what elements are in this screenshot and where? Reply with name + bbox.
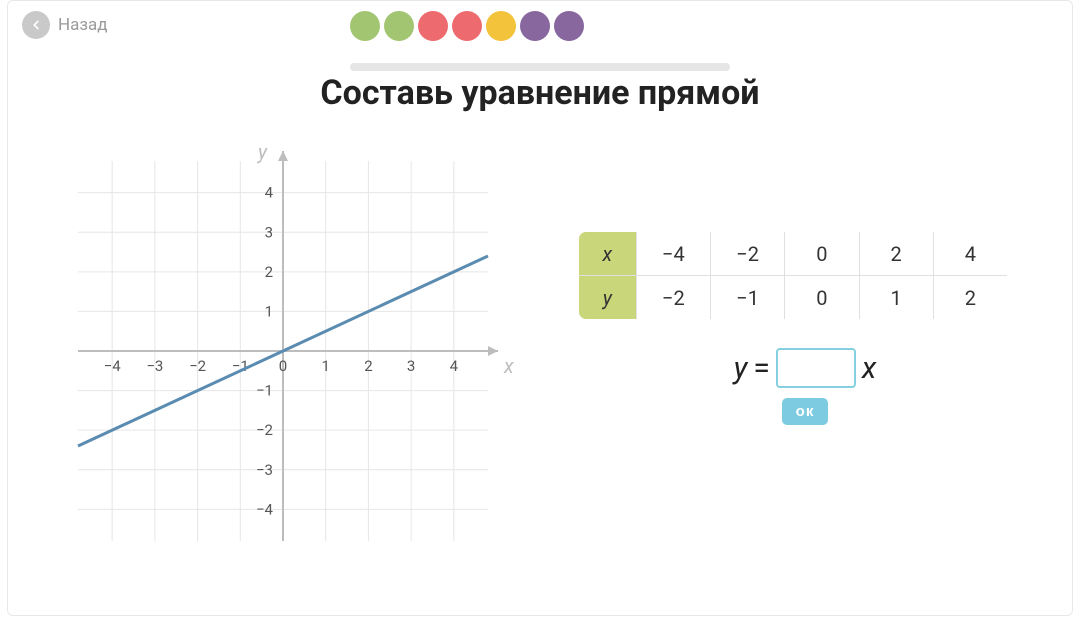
svg-text:−3: −3 [146,357,163,375]
table-cell: 0 [785,232,859,276]
svg-text:x: x [503,354,514,378]
svg-text:−2: −2 [189,357,206,375]
back-label: Назад [58,15,108,35]
table-cell: −4 [636,232,710,276]
page-title: Составь уравнение прямой [8,73,1072,113]
svg-text:y: y [257,140,268,164]
chevron-left-icon [29,18,43,32]
table-cell: −2 [636,276,710,320]
progress-indicator [350,11,730,49]
content-area: −4−3−2−101234−4−3−2−11234xy x −4 −2 0 2 … [8,131,1072,575]
ok-button[interactable]: ок [782,398,829,425]
graph-container: −4−3−2−101234−4−3−2−11234xy [48,131,518,575]
table-cell: 2 [859,232,933,276]
coordinate-graph: −4−3−2−101234−4−3−2−11234xy [48,131,518,571]
svg-text:3: 3 [265,223,273,241]
table-header-x: x [579,232,637,276]
svg-text:2: 2 [364,357,372,375]
table-cell: 0 [785,276,859,320]
svg-text:0: 0 [279,357,287,375]
table-row: y −2 −1 0 1 2 [579,276,1008,320]
table-cell: 1 [859,276,933,320]
progress-dot [520,11,550,41]
svg-text:−2: −2 [256,421,273,439]
top-bar: Назад [8,1,1072,39]
table-cell: 4 [933,232,1007,276]
equation-row: y = x [578,348,1032,388]
svg-text:2: 2 [265,263,273,281]
back-button[interactable] [22,11,50,39]
values-table: x −4 −2 0 2 4 y −2 −1 0 1 2 [578,231,1008,320]
coefficient-input[interactable] [776,348,856,388]
progress-track [350,63,730,71]
table-header-y: y [579,276,637,320]
progress-dot [350,11,380,41]
svg-text:1: 1 [321,357,329,375]
equation-lhs: y [734,351,748,386]
progress-dot [384,11,414,41]
svg-text:1: 1 [265,302,273,320]
answer-pane: x −4 −2 0 2 4 y −2 −1 0 1 2 y = [518,131,1032,575]
table-row: x −4 −2 0 2 4 [579,232,1008,276]
progress-dot [486,11,516,41]
svg-text:4: 4 [265,184,274,202]
svg-text:−4: −4 [104,357,122,375]
submit-row: ок [578,398,1032,425]
progress-dot [452,11,482,41]
equation-equals: = [753,351,769,386]
table-cell: −2 [711,232,785,276]
table-cell: 2 [933,276,1007,320]
svg-text:−1: −1 [256,382,273,400]
table-cell: −1 [711,276,785,320]
progress-dot [418,11,448,41]
progress-dot [554,11,584,41]
svg-text:4: 4 [450,357,459,375]
exercise-card: Назад Составь уравнение прямой −4−3−2−10… [7,0,1073,616]
svg-text:−3: −3 [256,461,273,479]
svg-text:3: 3 [407,357,415,375]
svg-text:−4: −4 [256,500,274,518]
equation-rhs: x [862,351,876,386]
